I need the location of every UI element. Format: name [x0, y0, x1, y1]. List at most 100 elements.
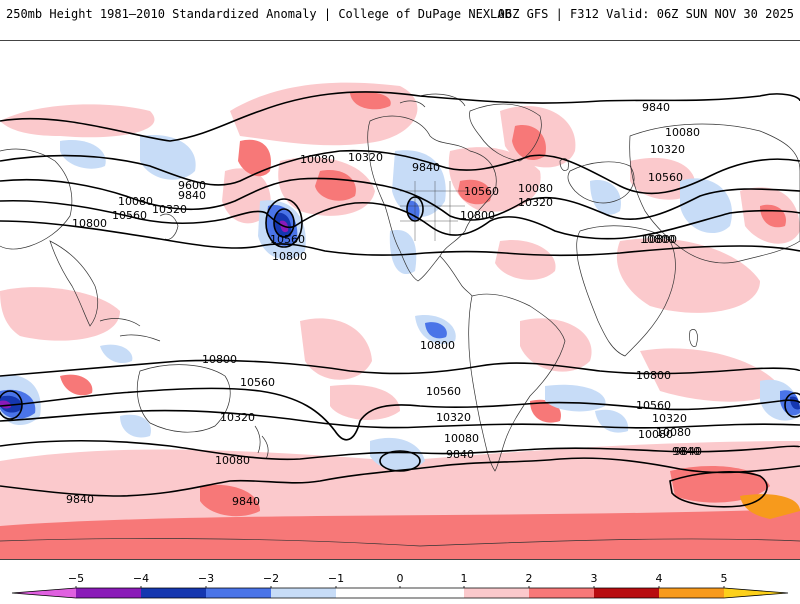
contour-label-10560-na: 10560: [464, 185, 499, 198]
coastlines: [0, 93, 800, 547]
contour-label-10560-satl: 10560: [426, 385, 461, 398]
colorbar-seg-pos4-pos5: [659, 588, 724, 598]
pos-anomaly-indian-ocean: [0, 287, 120, 341]
tick-label-pos1: 1: [461, 572, 468, 585]
map-title: 250mb Height 1981–2010 Standardized Anom…: [6, 7, 512, 21]
contour-closed-low-west-na: [406, 196, 424, 222]
contour-label-10080-na: 10080: [518, 182, 553, 195]
tick-label-neg1: −1: [328, 572, 344, 585]
contour-label-10320-na: 10320: [518, 196, 553, 209]
tick-label-pos3: 3: [591, 572, 598, 585]
contour-label-9840-sio-east: 9840: [672, 445, 700, 458]
pos-anomaly-bering: [0, 104, 155, 138]
contour-line-10800-north: [0, 220, 800, 257]
pos-anomaly-south-pacific-2: [330, 384, 400, 421]
contour-label-10800-epac: 10800: [642, 233, 677, 246]
contour-line-10080-north: [0, 149, 800, 195]
pos-anomaly-south-pacific: [300, 318, 372, 380]
contour-closed-low-npac: [273, 208, 295, 238]
neg-anomaly-indonesia: [100, 344, 133, 364]
tick-label-pos4: 4: [656, 572, 663, 585]
contour-label-10560-wpac: 10560: [112, 209, 147, 222]
colorbar-seg-neg4-neg3: [141, 588, 206, 598]
neg-anomaly-mexico-core: [407, 200, 420, 221]
colorbar-tick-labels: −5 −4 −3 −2 −1 0 1 2 3 4 5: [68, 572, 728, 585]
tick-label-neg5: −5: [68, 572, 84, 585]
contour-label-10800-na: 10800: [460, 209, 495, 222]
greenland-outline: [469, 103, 542, 162]
north-america-outline: [367, 115, 497, 282]
colorbar: −5 −4 −3 −2 −1 0 1 2 3 4 5: [0, 568, 800, 600]
neg-anomaly-epac-core: [425, 322, 447, 339]
contour-label-10800-lowcenter: 10800: [272, 250, 307, 263]
contour-label-9840-aus: 9840: [232, 495, 260, 508]
asia-west-wrap-outline: [0, 148, 73, 250]
japan-outline: [159, 213, 179, 240]
pos-anomaly-npac-core: [238, 139, 271, 177]
contour-closed-south-pacific: [379, 450, 421, 472]
europe-outline: [567, 161, 635, 204]
contour-label-10560-asia: 10560: [648, 171, 683, 184]
contour-label-10560-spac: 10560: [240, 376, 275, 389]
pos-anomaly-arctic-core: [350, 91, 391, 110]
contour-label-10080-europe: 10080: [665, 126, 700, 139]
contour-label-10320-sio-east: 10320: [652, 412, 687, 425]
contour-label-9840-natl: 9840: [642, 101, 670, 114]
colorbar-seg-neutral: [336, 588, 464, 598]
tick-label-zero: 0: [397, 572, 404, 585]
neg-anomaly-siberia-east: [60, 140, 106, 169]
contour-label-layer: 9840 10080 10320 10560 10800 10080 10320…: [66, 101, 702, 508]
central-america-outline: [439, 255, 473, 297]
pos-anomaly-south-core-1: [200, 484, 260, 517]
tick-label-pos2: 2: [526, 572, 533, 585]
pos-anomaly-atlantic: [495, 240, 556, 280]
height-contours: [0, 91, 800, 508]
contour-line-10800-south: [0, 359, 800, 377]
south-america-outline: [468, 293, 566, 472]
neg-anomaly-western-na: [392, 150, 446, 218]
colorbar-svg: −5 −4 −3 −2 −1 0 1 2 3 4 5: [11, 572, 789, 599]
colorbar-segments: [11, 587, 789, 599]
us-state-lines: [400, 181, 470, 241]
contour-label-9600-wpac: 9600: [178, 179, 206, 192]
tick-label-neg3: −3: [198, 572, 214, 585]
contour-label-9840-sws: 9840: [446, 448, 474, 461]
australia-outline: [136, 364, 231, 433]
contour-closed-south-east: [669, 471, 768, 508]
contour-label-9840-spac: 9840: [66, 493, 94, 506]
colorbar-seg-pos2-pos3: [529, 588, 594, 598]
tick-label-pos5: 5: [721, 572, 728, 585]
contour-label-10800-spac: 10800: [420, 339, 455, 352]
neg-anomaly-eastern-europe: [590, 180, 621, 215]
contour-label-10800-asia: 10800: [640, 233, 675, 246]
pos-anomaly-antarctic-core: [0, 509, 800, 559]
contour-closed-low-npac-outer: [265, 198, 303, 248]
contour-label-10560-sio-east: 10560: [636, 399, 671, 412]
contour-label-10320-wpac: 10320: [152, 203, 187, 216]
contour-label-9840-wpac: 9840: [178, 189, 206, 202]
contour-label-9840-na: 9840: [412, 161, 440, 174]
anomaly-shading: [0, 82, 800, 559]
colorbar-seg-pos1-pos2: [464, 588, 529, 598]
colorbar-seg-pos3-pos4: [594, 588, 659, 598]
colorbar-seg-gt-pos5: [724, 588, 788, 598]
madagascar-outline: [689, 329, 698, 347]
pos-anomaly-south-indian-core: [60, 374, 93, 396]
colorbar-seg-neg3-neg2: [206, 588, 271, 598]
contour-line-10320-north: [0, 177, 800, 221]
contour-label-10800-sio-east: 10800: [636, 369, 671, 382]
colorbar-seg-neg2-neg1: [271, 588, 336, 598]
contour-line-10560-south: [0, 387, 800, 441]
colorbar-tick-marks: [75, 586, 725, 588]
contour-label-10080-satl: 10080: [656, 426, 691, 439]
contour-line-10560-north: [0, 199, 800, 240]
contour-label-10080-npac: 10080: [300, 153, 335, 166]
neg-anomaly-alaska: [140, 135, 196, 180]
pos-anomaly-siberia: [616, 238, 760, 313]
contour-label-9840-satl: 9840: [674, 445, 702, 458]
contour-label-10320-npac: 10320: [348, 151, 383, 164]
indonesia-outline: [99, 318, 161, 342]
contour-closed-low-east-edge: [784, 392, 800, 418]
contour-line-10320-south: [0, 409, 800, 429]
contour-label-10800-sio: 10800: [202, 353, 237, 366]
